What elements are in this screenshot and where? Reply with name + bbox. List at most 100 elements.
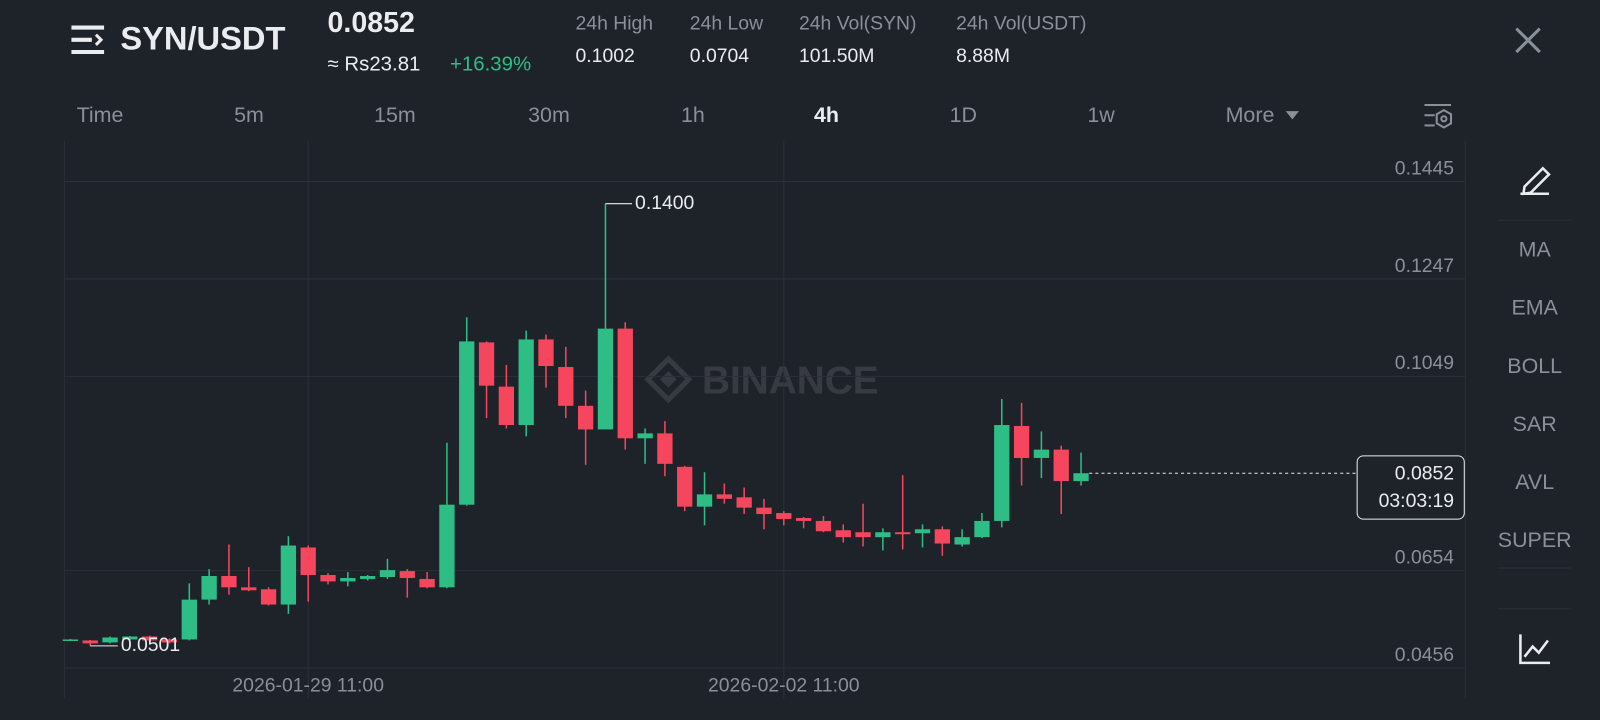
stat-label: 24h High [576,13,654,35]
candle-body [419,578,435,588]
stat-value: 8.88M [956,45,1010,67]
candle-body [260,589,277,605]
candle-body [994,425,1010,521]
candle-body [1033,449,1050,458]
last-price-box [1356,455,1465,520]
countdown: 03:03:19 [1379,490,1454,512]
candle-body [379,570,396,577]
candle-body [736,497,752,508]
candle-body [815,520,832,532]
candle-body [459,341,475,505]
watermark [644,355,693,404]
timeframe-tab[interactable]: 1D [950,103,977,127]
candle-body [954,537,970,545]
candle-body [577,405,594,430]
indicator-button[interactable]: SAR [1513,412,1557,436]
indicator-button[interactable]: BOLL [1507,354,1562,378]
timeframe-tab[interactable]: Time [77,103,124,127]
candle-body [558,366,574,406]
draw-icon[interactable] [1520,166,1551,196]
close-icon[interactable] [1515,27,1541,54]
pair[interactable]: SYN/USDT [120,19,285,56]
last-price: 0.0852 [328,7,415,39]
candle-body [875,532,891,538]
chart-type-icon[interactable] [1519,634,1550,665]
change: +16.39% [450,54,531,76]
low-marker-label: 0.0501 [121,634,180,656]
candle-body [538,339,554,366]
stat-value: 101.50M [799,45,874,67]
candle-body [835,530,851,538]
candle-body [161,639,178,643]
candle-body [776,513,792,519]
indicator-button[interactable]: MA [1519,238,1552,262]
candle-body [934,529,950,544]
candle-body [201,576,217,600]
stat-label: 24h Low [690,13,764,35]
timeframe-tab[interactable]: More [1226,103,1275,127]
stat-value: 0.0704 [690,45,750,67]
candle-body [677,466,693,507]
candle-body [221,576,237,588]
dropdown-arrow [1285,111,1299,120]
candle-body [82,640,98,644]
candle-body [795,517,812,521]
candle-body [696,494,713,507]
candle-body [102,637,118,643]
x-tick-label: 2026-01-29 11:00 [232,674,384,696]
candle-body [1073,473,1089,482]
candle-body [399,571,415,578]
candle-body [241,587,257,591]
candle-body [280,545,297,605]
y-tick-label: 0.0456 [1395,644,1454,666]
timeframe-tab[interactable]: 15m [374,103,416,127]
candle-body [637,433,653,439]
candle-body [716,494,732,499]
fiat-price: ≈ Rs23.81 [328,54,421,76]
candle-body [597,328,614,430]
candle-body [498,386,515,426]
high-marker-label: 0.1400 [635,192,695,214]
candle-body [181,599,197,640]
candle-body [855,532,871,538]
candle-body [142,636,158,641]
candle-body [518,339,534,426]
indicator-button[interactable]: AVL [1515,470,1554,494]
candle-body [974,520,990,538]
candle-body [756,507,772,515]
settings-icon[interactable] [1424,104,1453,129]
stat-label: 24h Vol(SYN) [799,13,916,35]
x-tick-label: 2026-02-02 11:00 [708,674,860,696]
indicator-button[interactable]: SUPER [1498,528,1572,552]
candle-body [439,504,455,588]
candle-body [1053,449,1069,482]
candle-body [657,433,673,464]
timeframe-tab[interactable]: 5m [234,103,264,127]
candle-body [1013,426,1030,458]
candle-body [300,547,316,576]
stat-value: 0.1002 [576,45,635,67]
candle-body [478,342,495,386]
y-tick-label: 0.0654 [1395,546,1455,568]
candle-body [122,636,138,640]
y-tick-label: 0.1049 [1395,352,1454,374]
candle-body [895,532,911,535]
candle-body [62,639,79,641]
timeframe-tab[interactable]: 1h [681,103,705,127]
y-tick-label: 0.1445 [1395,157,1454,179]
candle-body [360,576,376,579]
timeframe-tab[interactable]: 4h [814,103,839,127]
timeframe-tab[interactable]: 30m [528,103,570,127]
last-price-label: 0.0852 [1395,462,1454,484]
candle-body [617,328,633,439]
stat-label: 24h Vol(USDT) [956,13,1086,35]
timeframe-tab[interactable]: 1w [1087,103,1115,127]
indicator-button[interactable]: EMA [1511,296,1558,320]
candle-body [320,575,336,582]
watermark-text: BINANCE [702,360,879,403]
y-tick-label: 0.1247 [1395,255,1454,277]
candle-body [914,529,931,534]
menu-icon[interactable] [71,25,105,55]
